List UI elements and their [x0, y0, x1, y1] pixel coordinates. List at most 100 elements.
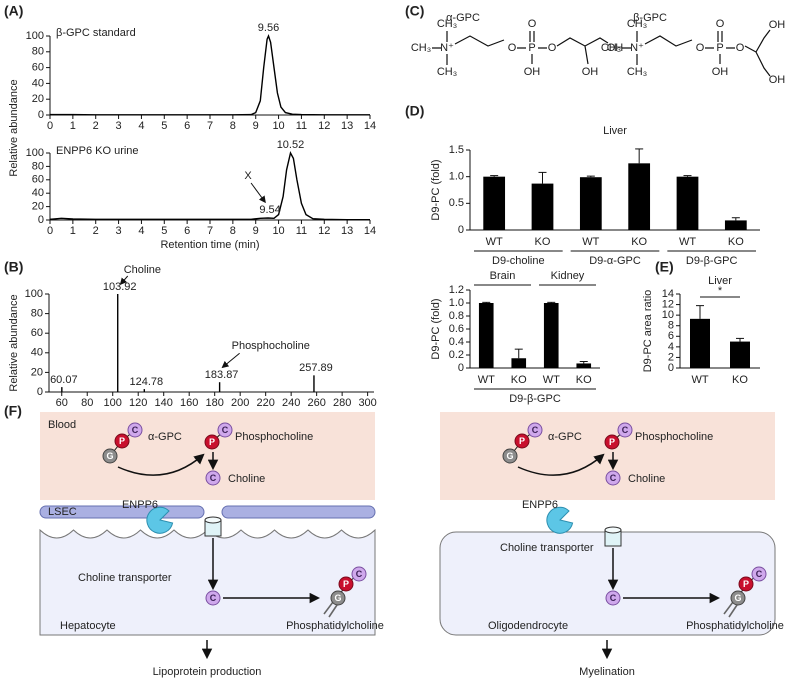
enzyme-label: ENPP6 [522, 499, 558, 511]
x-tick-label: WT [582, 236, 599, 248]
barrier-label: LSEC [48, 506, 77, 518]
choline-icon [527, 422, 543, 438]
atom-label: OH [769, 19, 786, 31]
x-tick-label: WT [478, 374, 495, 386]
y-tick-label: 20 [32, 201, 44, 213]
choline-icon [205, 470, 221, 486]
x-tick-label: 140 [155, 397, 173, 409]
group-label: D9-α-GPC [589, 255, 641, 267]
y-tick-label: 0.8 [449, 310, 464, 322]
y-tick-label: 60 [31, 327, 43, 339]
chart-title: ENPP6 KO urine [56, 145, 139, 157]
y-tick-label: 1.2 [449, 284, 464, 296]
annotation-arrow [250, 182, 266, 204]
phosphate-letter: P [743, 579, 749, 589]
x-tick-label: 4 [138, 225, 144, 237]
peak-label: 9.54 [259, 204, 280, 216]
x-axis-label: Retention time (min) [160, 239, 259, 251]
x-tick-label: 1 [70, 225, 76, 237]
x-tick-label: 1 [70, 120, 76, 132]
x-tick-label: 220 [256, 397, 274, 409]
atom-label: CH₃ [601, 42, 621, 54]
x-tick-label: 9 [253, 120, 259, 132]
released-label: Choline [628, 473, 665, 485]
x-tick-label: KO [535, 236, 551, 248]
x-tick-label: 4 [138, 120, 144, 132]
y-tick-label: 80 [32, 46, 44, 58]
atom-label: O [508, 42, 517, 54]
x-tick-label: KO [728, 236, 744, 248]
bar [531, 183, 554, 230]
y-tick-label: 60 [32, 62, 44, 74]
phosphate-letter: P [609, 437, 615, 447]
x-tick-label: 280 [333, 397, 351, 409]
y-tick-label: 14 [662, 288, 674, 300]
y-axis-label: Relative abundance [8, 79, 20, 176]
y-tick-label: 6 [668, 330, 674, 342]
atom-label: CH₃ [437, 66, 457, 78]
y-tick-label: 0 [37, 386, 43, 398]
peak-annotation: X [244, 170, 252, 182]
x-tick-label: 260 [307, 397, 325, 409]
y-tick-label: 12 [662, 298, 674, 310]
x-tick-label: 13 [341, 120, 353, 132]
y-tick-label: 2 [668, 351, 674, 363]
peak-mz-label: 257.89 [299, 362, 333, 374]
glycerol-icon [102, 448, 118, 464]
choline-letter: C [610, 593, 617, 603]
outcome-label: Lipoprotein production [153, 666, 262, 678]
peak-name: Choline [124, 264, 161, 276]
bar [730, 341, 750, 368]
y-tick-label: 0 [668, 362, 674, 374]
final-label: Phosphatidylcholine [286, 620, 384, 632]
y-tick-label: 8 [668, 320, 674, 332]
x-tick-label: 13 [341, 225, 353, 237]
x-tick-label: 300 [358, 397, 376, 409]
choline-letter: C [210, 473, 217, 483]
group-label: Brain [490, 270, 516, 282]
x-tick-label: 60 [56, 397, 68, 409]
bar [579, 177, 602, 230]
bar [483, 176, 506, 230]
bar [690, 318, 710, 368]
x-tick-label: 2 [93, 120, 99, 132]
x-tick-label: 10 [272, 120, 284, 132]
x-tick-label: 12 [318, 225, 330, 237]
atom-label: O [528, 18, 537, 30]
product-label: Phosphocholine [635, 431, 713, 443]
choline-icon [751, 566, 767, 582]
tail [728, 604, 738, 618]
tail [723, 601, 734, 615]
choline-letter: C [622, 425, 629, 435]
atom-label: P [528, 42, 535, 54]
product-label: Phosphocholine [235, 431, 313, 443]
x-tick-label: 160 [180, 397, 198, 409]
group-label: D9-β-GPC [686, 255, 738, 267]
choline-icon [217, 422, 233, 438]
y-tick-label: 0.6 [449, 323, 464, 335]
x-tick-label: 120 [129, 397, 147, 409]
atom-label: N⁺ [630, 42, 644, 54]
atom-label: N⁺ [440, 42, 454, 54]
panel-label: (B) [4, 259, 23, 275]
enzyme-label: ENPP6 [122, 499, 158, 511]
y-tick-label: 0.2 [449, 349, 464, 361]
substrate-label: α-GPC [148, 431, 182, 443]
glycerol-letter: G [106, 451, 113, 461]
y-tick-label: 0 [458, 224, 464, 236]
phosphate-icon [204, 434, 220, 450]
x-tick-label: 180 [206, 397, 224, 409]
atom-label: O [696, 42, 705, 54]
chart-title: β-GPC standard [56, 27, 136, 39]
x-tick-label: 240 [282, 397, 300, 409]
y-tick-label: 1.0 [449, 297, 464, 309]
blood-compartment [440, 412, 775, 500]
x-axis-label: D9-β-GPC [509, 393, 561, 405]
chromatogram-line [49, 151, 370, 221]
choline-icon [605, 590, 621, 606]
x-tick-label: 6 [184, 120, 190, 132]
phosphate-letter: P [519, 436, 525, 446]
x-tick-label: 11 [296, 120, 307, 132]
x-tick-label: 12 [318, 120, 330, 132]
